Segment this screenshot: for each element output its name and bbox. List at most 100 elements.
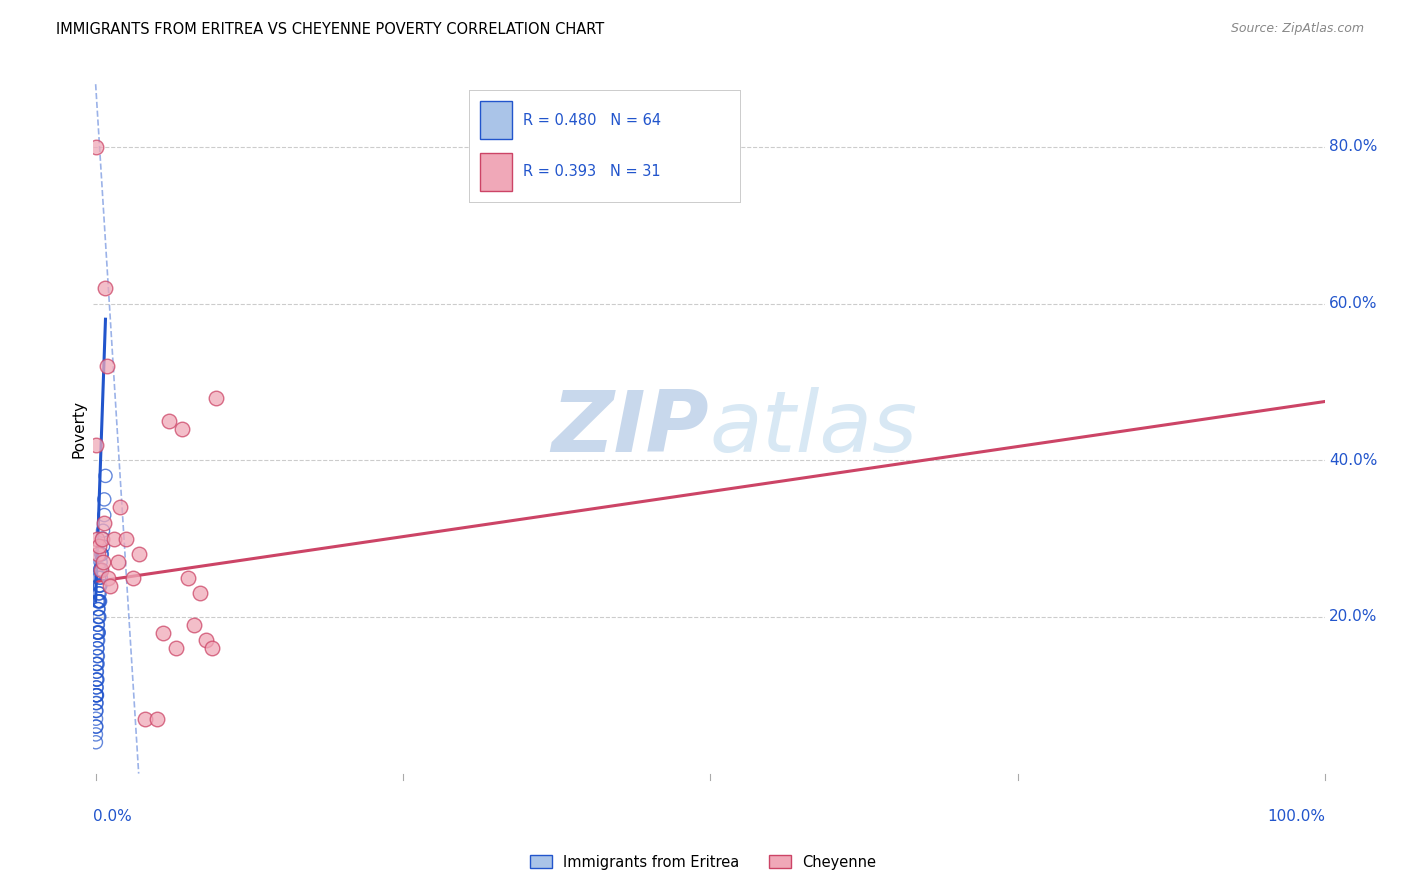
Point [87,625,110,640]
Point [157,414,180,428]
Point [89,563,111,577]
Text: 20.0%: 20.0% [1329,609,1378,624]
Point [195,633,218,648]
Point [90,563,112,577]
Point [110,500,132,515]
Point [89,540,111,554]
Point [86,617,108,632]
Point [84,727,107,741]
Point [165,641,187,656]
Point [93,492,115,507]
Point [86,649,108,664]
Point [96,359,118,374]
Point [86,633,108,648]
Point [97,571,120,585]
Point [86,696,108,710]
Point [90,547,112,561]
Point [84,688,107,702]
Point [170,422,193,436]
Point [86,641,108,656]
Point [87,594,110,608]
Point [86,657,108,671]
Point [121,571,143,585]
Point [90,555,112,569]
Point [177,571,200,585]
Point [87,578,110,592]
Point [183,617,205,632]
Point [87,610,110,624]
Point [90,563,112,577]
Y-axis label: Poverty: Poverty [72,400,86,458]
Text: 100.0%: 100.0% [1267,809,1326,824]
Point [86,665,108,679]
Point [86,657,108,671]
Point [89,594,111,608]
Point [152,625,174,640]
Point [89,578,111,592]
Point [84,140,107,154]
Point [94,469,117,483]
Point [87,547,110,561]
Point [86,688,108,702]
Point [87,625,110,640]
Point [91,524,114,538]
Point [87,649,110,664]
Point [84,688,107,702]
Point [87,594,110,608]
Text: IMMIGRANTS FROM ERITREA VS CHEYENNE POVERTY CORRELATION CHART: IMMIGRANTS FROM ERITREA VS CHEYENNE POVE… [56,22,605,37]
Point [84,704,107,718]
Point [91,540,114,554]
Point [87,571,110,585]
Point [87,602,110,616]
Point [205,391,228,405]
Legend: Immigrants from Eritrea, Cheyenne: Immigrants from Eritrea, Cheyenne [524,849,882,876]
Point [89,578,111,592]
Text: 40.0%: 40.0% [1329,453,1378,467]
Point [100,578,122,592]
Point [86,532,108,546]
Point [89,586,111,600]
Point [87,586,110,600]
Point [84,720,107,734]
Point [86,625,108,640]
Point [86,673,108,687]
Point [90,571,112,585]
Point [90,532,112,546]
Point [87,625,110,640]
Point [86,657,108,671]
Point [84,681,107,695]
Point [86,594,108,608]
Point [84,696,107,710]
Point [86,704,108,718]
Point [93,516,115,530]
Point [86,437,108,451]
Point [90,547,112,561]
Point [86,673,108,687]
Point [93,508,115,522]
Point [134,712,156,726]
Point [115,532,138,546]
Point [86,673,108,687]
Text: Source: ZipAtlas.com: Source: ZipAtlas.com [1230,22,1364,36]
Point [188,586,211,600]
Point [84,712,107,726]
Point [94,281,117,295]
Point [87,617,110,632]
Point [86,688,108,702]
Text: 0.0%: 0.0% [93,809,132,824]
Point [128,547,150,561]
Point [87,633,110,648]
Point [86,641,108,656]
Point [86,681,108,695]
Point [87,602,110,616]
Text: atlas: atlas [709,387,917,470]
Point [103,532,125,546]
Point [107,555,129,569]
Point [86,665,108,679]
Point [91,532,114,546]
Point [89,594,111,608]
Text: 80.0%: 80.0% [1329,139,1378,154]
Point [91,555,114,569]
Point [84,720,107,734]
Point [90,563,112,577]
